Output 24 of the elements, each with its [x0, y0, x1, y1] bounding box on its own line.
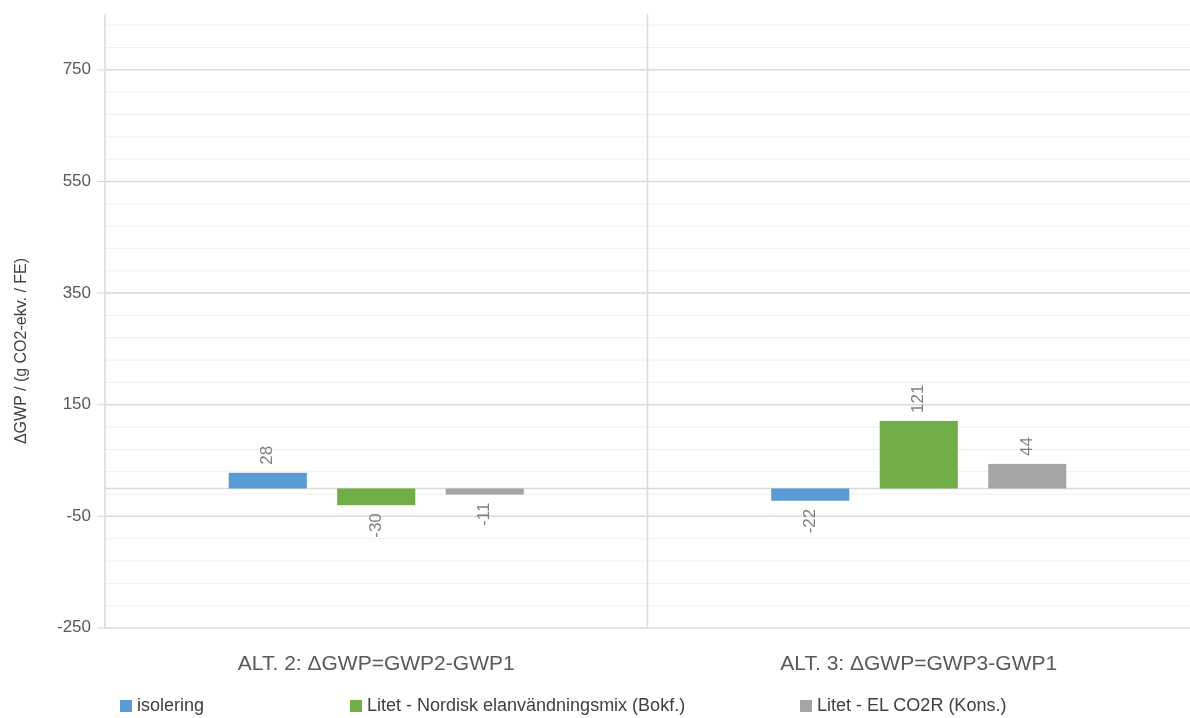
y-tick-label: -250 [56, 617, 91, 637]
bar [988, 463, 1067, 489]
data-label: -30 [365, 513, 385, 538]
data-label: -11 [474, 502, 494, 526]
bar [445, 488, 524, 495]
legend-label: Litet - EL CO2R (Kons.) [817, 695, 1007, 715]
legend-label: isolering [137, 695, 205, 715]
y-tick-label: 150 [62, 394, 91, 414]
x-tick-label: ALT. 2: ΔGWP=GWP2-GWP1 [237, 651, 515, 674]
data-label: 44 [1016, 436, 1036, 456]
data-label: 28 [257, 445, 277, 465]
data-label: -22 [799, 508, 819, 534]
legend-label: Litet - Nordisk elanvändningsmix (Bokf.) [367, 695, 686, 715]
y-tick-label: 750 [62, 59, 91, 79]
x-tick-label: ALT. 3: ΔGWP=GWP3-GWP1 [780, 651, 1058, 674]
y-tick-label: 550 [62, 170, 91, 190]
data-label: 121 [908, 384, 928, 413]
bar [228, 472, 307, 489]
y-axis-title: ΔGWP / (g CO2-ekv. / FE) [12, 257, 29, 445]
bar [879, 420, 958, 489]
bar [771, 488, 850, 501]
y-tick-label: -50 [66, 505, 91, 525]
bar [337, 488, 416, 506]
y-tick-label: 350 [62, 282, 91, 302]
